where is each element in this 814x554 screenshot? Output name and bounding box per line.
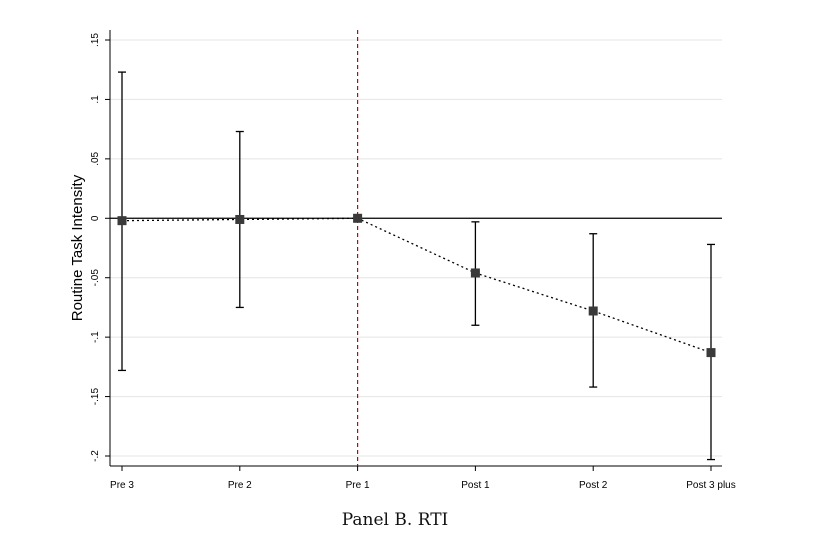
x-tick-label: Post 3 plus (686, 480, 735, 491)
x-tick-label: Pre 3 (110, 480, 134, 491)
y-tick-label: -.15 (90, 388, 101, 406)
data-point (353, 213, 363, 223)
data-point (706, 348, 716, 358)
plot-area (110, 30, 722, 466)
y-axis-label: Routine Task Intensity (69, 174, 86, 321)
series-line (121, 217, 712, 354)
gridlines (110, 39, 722, 457)
x-axis: Pre 3 Pre 2 Pre 1 Post 1 Post 2 Post 3 plus (110, 465, 736, 491)
y-tick-label: 0 (90, 215, 101, 221)
y-axis: -.2 -.15 -.1 -.05 0 .05 .1 .15 (90, 30, 111, 466)
x-tick-label: Post 1 (461, 480, 490, 491)
y-tick-label: -.1 (90, 331, 101, 343)
y-tick-label: .15 (90, 33, 101, 47)
x-tick-label: Post 2 (579, 480, 608, 491)
data-point (235, 214, 245, 224)
data-point (470, 268, 480, 278)
y-tick-label: .1 (90, 95, 101, 104)
y-tick-label: -.05 (90, 269, 101, 287)
data-point (117, 216, 127, 226)
panel-caption: Panel B. RTI (341, 510, 449, 530)
x-tick-label: Pre 1 (346, 480, 370, 491)
y-tick-label: -.2 (90, 450, 101, 462)
x-tick-label: Pre 2 (228, 480, 252, 491)
data-point (588, 306, 598, 316)
y-tick-label: .05 (90, 151, 101, 165)
